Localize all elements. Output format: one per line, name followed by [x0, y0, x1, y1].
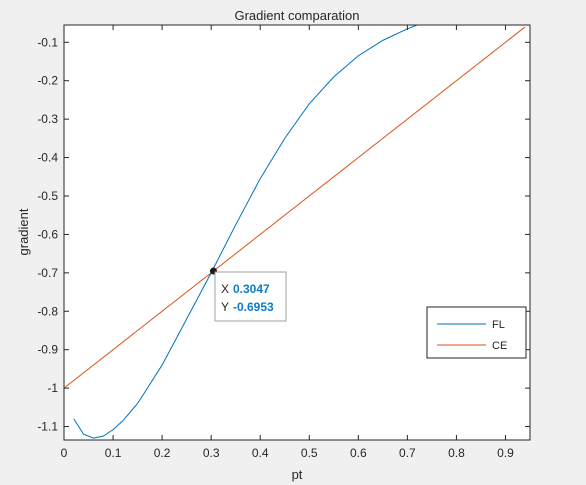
x-tick-label: 0.6	[350, 446, 367, 460]
x-tick-label: 0.1	[105, 446, 122, 460]
legend[interactable]: FL CE	[426, 306, 527, 359]
x-tick-label: 0	[61, 446, 68, 460]
y-tick-label: -0.6	[37, 227, 58, 241]
x-axis-label: pt	[292, 467, 303, 482]
y-tick-label: -0.8	[37, 304, 58, 318]
datatip-x-value: 0.3047	[233, 282, 270, 296]
legend-label-fl: FL	[492, 319, 505, 331]
y-tick-label: -0.5	[37, 189, 58, 203]
y-axis-label: gradient	[16, 208, 31, 255]
datatip-x-label: X	[221, 282, 229, 296]
y-tick-label: -0.9	[37, 343, 58, 357]
y-tick-label: -0.7	[37, 266, 58, 280]
x-tick-label: 0.8	[448, 446, 465, 460]
datatip-y-label: Y	[221, 300, 229, 314]
y-tick-label: -0.1	[37, 35, 58, 49]
y-tick-label: -1	[47, 381, 58, 395]
y-tick-label: -0.4	[37, 151, 58, 165]
plot-area	[64, 25, 530, 440]
datatip-y-value: -0.6953	[233, 300, 274, 314]
x-ticks: 0 0.1 0.2 0.3 0.4 0.5 0.6 0.7 0.8 0.9	[61, 25, 514, 460]
y-tick-label: -0.3	[37, 112, 58, 126]
datatip-box[interactable]	[214, 271, 287, 322]
x-tick-label: 0.9	[497, 446, 514, 460]
legend-label-ce: CE	[492, 340, 507, 352]
y-ticks: -0.1 -0.2 -0.3 -0.4 -0.5 -0.6 -0.7 -0.8 -0.9 -1 -1…	[37, 35, 530, 434]
legend-box	[426, 306, 527, 359]
x-tick-label: 0.7	[399, 446, 416, 460]
axes-box	[63, 24, 531, 441]
y-tick-label: -1.1	[37, 420, 58, 434]
x-tick-label: 0.3	[203, 446, 220, 460]
x-tick-label: 0.4	[252, 446, 269, 460]
series-line-ce[interactable]	[63, 26, 526, 389]
chart-title: Gradient comparation	[234, 8, 359, 23]
datatip[interactable]: X 0.3047 Y -0.6953	[209, 267, 287, 322]
x-tick-label: 0.2	[154, 446, 171, 460]
y-tick-label: -0.2	[37, 74, 58, 88]
x-tick-label: 0.5	[301, 446, 318, 460]
